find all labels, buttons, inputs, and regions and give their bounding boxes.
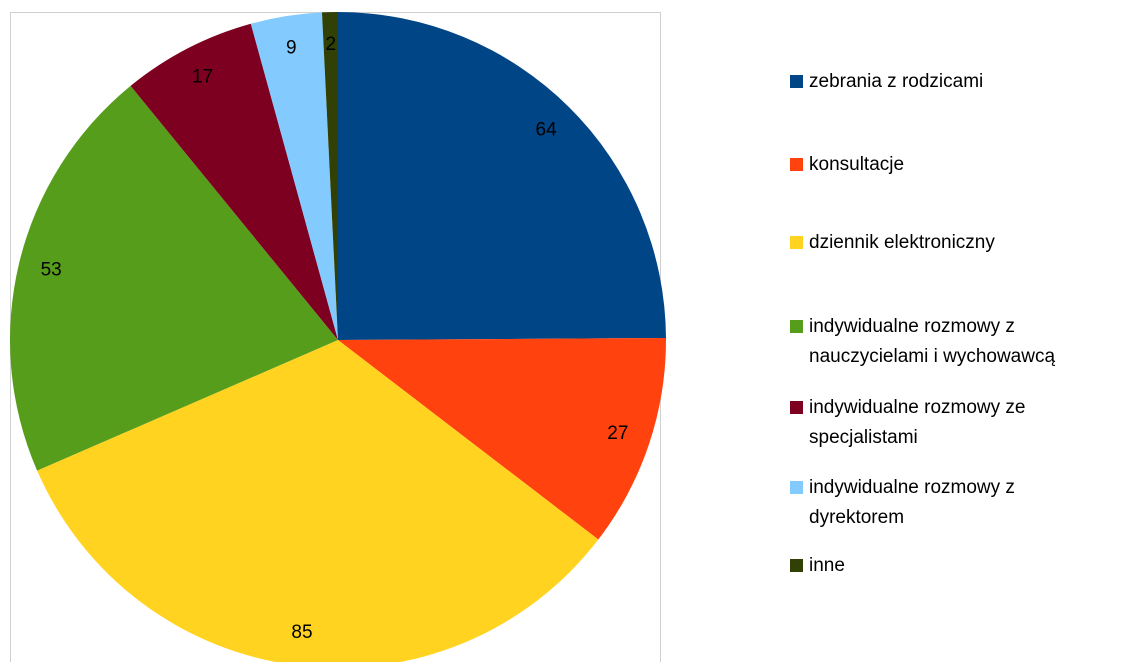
legend-label: zebrania z rodzicami bbox=[809, 71, 984, 92]
pie-slice bbox=[130, 23, 338, 340]
legend-item: dziennik elektroniczny bbox=[790, 228, 1110, 258]
pie-slice bbox=[250, 12, 338, 340]
data-label: 53 bbox=[41, 259, 62, 280]
data-label: 17 bbox=[192, 67, 213, 88]
pie-slice bbox=[338, 12, 666, 340]
pie-slice bbox=[338, 337, 667, 540]
pie-slice bbox=[37, 340, 599, 662]
data-label: 85 bbox=[291, 622, 312, 643]
legend-item: inne bbox=[790, 551, 1110, 581]
legend-label: indywidualne rozmowy z dyrektorem bbox=[809, 477, 1015, 528]
data-label: 27 bbox=[607, 423, 628, 444]
data-label: 2 bbox=[325, 34, 336, 55]
legend-swatch bbox=[790, 320, 803, 333]
legend-label: konsultacje bbox=[809, 154, 905, 175]
legend-swatch bbox=[790, 401, 803, 414]
legend-item: indywidualne rozmowy z dyrektorem bbox=[790, 473, 1110, 533]
legend-item: zebrania z rodzicami bbox=[790, 67, 1110, 97]
legend-label: indywidualne rozmowy ze specjalistami bbox=[809, 397, 1026, 448]
legend-swatch bbox=[790, 158, 803, 171]
legend-swatch bbox=[790, 481, 803, 494]
pie-slice bbox=[10, 85, 338, 471]
data-label: 64 bbox=[536, 120, 558, 141]
legend-swatch bbox=[790, 236, 803, 249]
legend-label: dziennik elektroniczny bbox=[809, 232, 995, 253]
legend-item: indywidualne rozmowy ze specjalistami bbox=[790, 393, 1110, 453]
legend-item: konsultacje bbox=[790, 150, 1110, 180]
pie-slice bbox=[321, 12, 338, 340]
legend-label: indywidualne rozmowy z nauczycielami i w… bbox=[809, 316, 1056, 367]
legend-label: inne bbox=[809, 555, 845, 576]
legend-swatch bbox=[790, 75, 803, 88]
data-label: 9 bbox=[286, 38, 297, 59]
legend-swatch bbox=[790, 559, 803, 572]
legend-item: indywidualne rozmowy z nauczycielami i w… bbox=[790, 312, 1110, 372]
